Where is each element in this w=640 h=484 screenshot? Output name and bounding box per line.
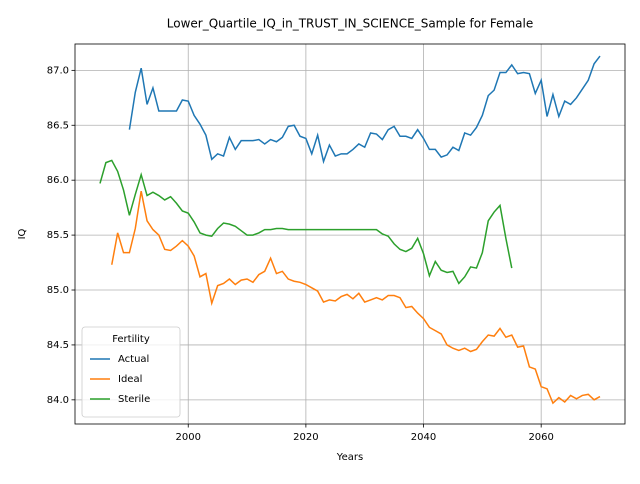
- y-tick-label: 85.0: [47, 285, 69, 296]
- lines: [99, 55, 601, 405]
- x-tick-label: 2040: [411, 432, 436, 443]
- y-tick-label: 85.5: [47, 230, 69, 241]
- chart-title: Lower_Quartile_IQ_in_TRUST_IN_SCIENCE_Sa…: [167, 17, 533, 31]
- x-tick-label: 2060: [528, 432, 553, 443]
- line-series: [99, 159, 513, 285]
- legend-box: [81, 326, 181, 418]
- x-axis-label: Years: [336, 452, 363, 463]
- y-tick-label: 84.0: [47, 395, 69, 406]
- legend-label: Sterile: [118, 394, 150, 405]
- grid: [75, 44, 625, 424]
- legend-title: Fertility: [112, 334, 150, 345]
- y-tick-label: 86.5: [47, 120, 69, 131]
- y-tick-label: 84.5: [47, 340, 69, 351]
- ticks: 2000 2020 2040 2060 84.0 84.5 85.0 85.5 86.0 86.5…: [47, 65, 554, 443]
- line-series: [111, 191, 601, 405]
- y-tick-label: 87.0: [47, 65, 69, 76]
- legend-label: Actual: [118, 354, 149, 365]
- x-tick-label: 2000: [176, 432, 201, 443]
- x-tick-label: 2020: [293, 432, 318, 443]
- y-axis-label: IQ: [17, 228, 28, 239]
- legend-label: Ideal: [118, 374, 142, 385]
- legend: Fertility Actual Ideal Sterile: [81, 326, 181, 418]
- y-tick-label: 86.0: [47, 175, 69, 186]
- line-series: [128, 55, 601, 165]
- axes-frame: [74, 43, 626, 425]
